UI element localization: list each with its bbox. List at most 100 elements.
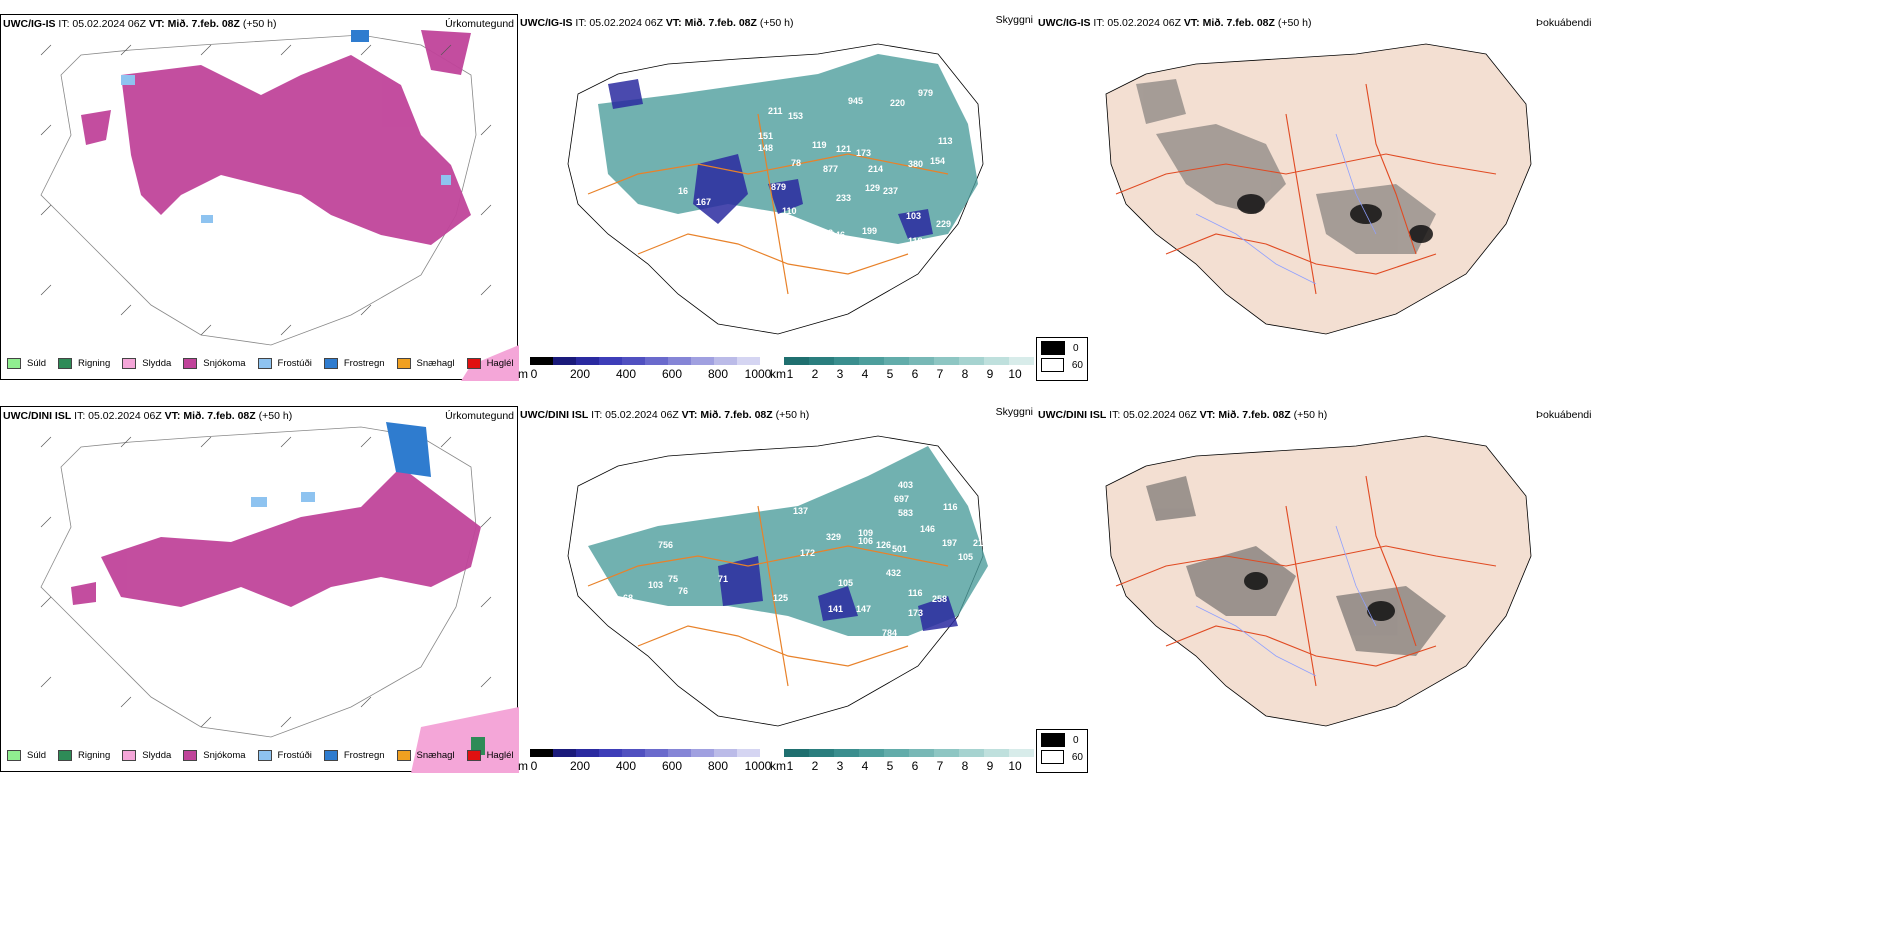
map-value-label: 106 xyxy=(858,536,873,546)
map-value-label: 229 xyxy=(936,219,951,229)
colorbar-unit: km xyxy=(770,367,786,381)
map-value-label: 118 xyxy=(908,236,923,246)
colorbar-tick: 4 xyxy=(861,367,869,381)
cloud-base-colorbar-strip xyxy=(530,749,760,757)
colorbar-tick: 400 xyxy=(615,367,637,381)
fog-legend-row1: 0 60 xyxy=(1036,337,1088,381)
colorbar-tick: 2 xyxy=(811,759,819,773)
legend-item: Frostúði xyxy=(257,750,312,761)
fog-panel-row2: UWC/DINI ISL IT: 05.02.2024 06Z VT: Mið.… xyxy=(1036,406,1900,772)
map-value-label: 110 xyxy=(782,206,797,216)
colorbar-tick: 3 xyxy=(836,367,844,381)
legend-swatch xyxy=(183,358,198,369)
map-value-label: 501 xyxy=(892,544,907,554)
panel-title-row2-precip: UWC/DINI ISL IT: 05.02.2024 06Z VT: Mið.… xyxy=(3,410,293,422)
map-value-label: 129 xyxy=(865,183,880,193)
map-value-label: 16 xyxy=(678,186,688,196)
colorbar-tick: 6 xyxy=(911,367,919,381)
legend-item: 0 xyxy=(1041,733,1083,747)
map-value-label: 141 xyxy=(828,604,843,614)
precip-type-panel-row2: UWC/DINI ISL IT: 05.02.2024 06Z VT: Mið.… xyxy=(0,406,519,773)
legend-swatch xyxy=(7,358,21,369)
map-value-label: 211 xyxy=(768,106,783,116)
cloud-base-colorbar-row1: m 0 200 400 600 800 1000 xyxy=(518,357,771,381)
map-value-label: 199 xyxy=(862,226,877,236)
map-value-label: 137 xyxy=(793,506,808,516)
legend-item: Snæhagl xyxy=(396,750,455,761)
map-value-label: 583 xyxy=(898,508,913,518)
colorbar-tick: 200 xyxy=(569,367,591,381)
map-value-label: 105 xyxy=(838,578,853,588)
panel-type-label: Þokuábendi xyxy=(1536,17,1592,29)
cloud-base-colorbar-strip xyxy=(530,357,760,365)
fog-map-row2 xyxy=(1105,435,1532,727)
legend-item: Súld xyxy=(7,750,46,761)
map-value-label: 113 xyxy=(938,136,953,146)
colorbar-tick: 10 xyxy=(1008,367,1022,381)
precip-type-map-row1 xyxy=(40,30,519,381)
legend-swatch xyxy=(323,358,338,369)
map-value-label: 432 xyxy=(886,568,901,578)
map-value-label: 103 xyxy=(906,211,921,221)
map-value-label: 258 xyxy=(932,594,947,604)
legend-item: Haglél xyxy=(466,358,514,369)
legend-item: Rigning xyxy=(58,358,110,369)
map-value-label: 109 xyxy=(858,528,873,538)
legend-swatch xyxy=(466,750,481,761)
map-value-label: 75 xyxy=(668,574,678,584)
colorbar-tick: 600 xyxy=(661,367,683,381)
legend-item: Súld xyxy=(7,358,46,369)
map-value-label: 116 xyxy=(943,502,958,512)
map-value-label: 172 xyxy=(800,548,815,558)
legend-swatch xyxy=(122,358,137,369)
map-value-label: 197 xyxy=(942,538,957,548)
legend-swatch xyxy=(466,358,481,369)
map-value-label: 173 xyxy=(908,608,923,618)
colorbar-tick: 400 xyxy=(615,759,637,773)
cloud-visibility-map-row1: 945 220 979 211 153 151 148 119 121 173 … xyxy=(567,43,984,335)
colorbar-tick: 800 xyxy=(707,367,729,381)
legend-item: Frostúði xyxy=(257,358,312,369)
fog-panel-row1: UWC/IG-IS IT: 05.02.2024 06Z VT: Mið. 7.… xyxy=(1036,14,1900,380)
legend-item: 60 xyxy=(1041,358,1083,372)
fog-map-row1 xyxy=(1105,43,1532,335)
colorbar-unit: m xyxy=(518,759,528,773)
legend-swatch xyxy=(257,358,272,369)
colorbar-tick: 3 xyxy=(836,759,844,773)
map-value-label: 329 xyxy=(826,532,841,542)
map-value-label: 105 xyxy=(958,552,973,562)
map-value-label: 215 xyxy=(973,538,988,548)
map-value-label: 877 xyxy=(823,164,838,174)
cloud-visibility-map-row2: 403 697 756 583 116 137 172 329 109 106 … xyxy=(567,435,988,727)
legend-swatch xyxy=(1041,750,1064,764)
map-value-label: 146 xyxy=(920,524,935,534)
map-value-label: 76 xyxy=(678,586,688,596)
map-value-label: 147 xyxy=(856,604,871,614)
precip-type-map-row2 xyxy=(40,422,519,773)
legend-item: Slydda xyxy=(122,358,171,369)
legend-item: Frostregn xyxy=(323,750,385,761)
legend-swatch xyxy=(396,750,411,761)
colorbar-tick: 6 xyxy=(911,759,919,773)
map-value-label: 125 xyxy=(773,593,788,603)
visibility-colorbar-strip xyxy=(784,357,1034,365)
map-value-label: 123 xyxy=(658,211,673,221)
legend-item: 60 xyxy=(1041,750,1083,764)
map-value-label: 403 xyxy=(898,480,913,490)
legend-swatch xyxy=(183,750,198,761)
legend-swatch xyxy=(7,750,21,761)
colorbar-tick: 0 xyxy=(530,367,538,381)
map-value-label: 979 xyxy=(918,88,933,98)
colorbar-tick: 1000 xyxy=(744,759,772,773)
map-value-label: 119 xyxy=(812,140,827,150)
colorbar-tick: 1 xyxy=(786,759,794,773)
legend-item: Snæhagl xyxy=(396,358,455,369)
map-value-label: 61 xyxy=(714,231,724,241)
map-value-label: 61 xyxy=(736,211,746,221)
precip-legend-row1: Súld Rigning Slydda Snjókoma Frostúði Fr… xyxy=(7,358,526,369)
map-value-label: 756 xyxy=(658,540,673,550)
colorbar-unit: m xyxy=(518,367,528,381)
visibility-colorbar-strip xyxy=(784,749,1034,757)
colorbar-tick: 9 xyxy=(986,759,994,773)
panel-title-row2-fog: UWC/DINI ISL IT: 05.02.2024 06Z VT: Mið.… xyxy=(1038,409,1328,421)
